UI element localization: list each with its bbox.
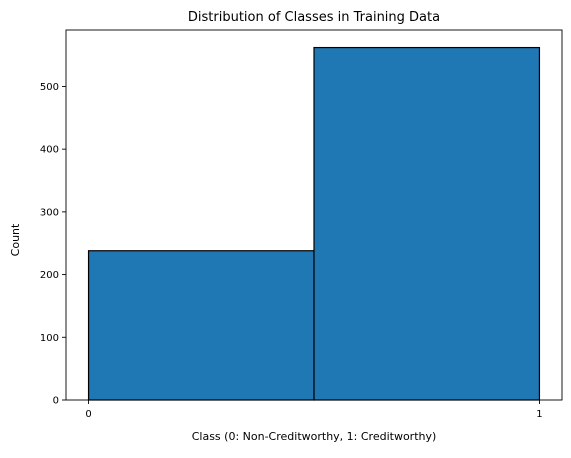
- x-axis-label: Class (0: Non-Creditworthy, 1: Creditwor…: [192, 430, 437, 443]
- y-tick-label-100: 100: [40, 333, 59, 344]
- y-tick-label-400: 400: [40, 145, 59, 156]
- y-tick-label-300: 300: [40, 207, 59, 218]
- y-tick-label-500: 500: [40, 82, 59, 93]
- chart-title: Distribution of Classes in Training Data: [188, 10, 440, 25]
- x-tick-label-1: 1: [536, 409, 542, 420]
- plot-area: 0 100 200 300 400 500 0 1: [40, 29, 563, 420]
- bar-1: [313, 46, 541, 401]
- bar-0: [87, 250, 315, 401]
- y-tick-label-200: 200: [40, 270, 59, 281]
- x-tick-label-0: 0: [85, 409, 91, 420]
- y-tick-label-0: 0: [53, 396, 59, 407]
- y-axis-label: Count: [9, 223, 22, 256]
- axes-frame: [65, 29, 563, 401]
